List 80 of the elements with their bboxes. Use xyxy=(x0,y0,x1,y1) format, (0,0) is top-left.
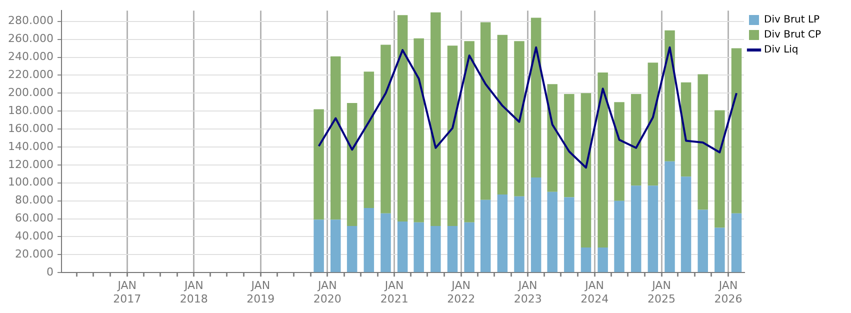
x-tick-label: JAN 2017 xyxy=(113,279,142,306)
legend-label: Div Brut LP xyxy=(764,14,820,26)
y-tick-label: 280.000 xyxy=(8,14,54,28)
bar xyxy=(598,72,608,248)
bar xyxy=(564,197,574,272)
bar xyxy=(547,84,558,192)
y-tick-label: 20.000 xyxy=(14,248,54,261)
bar xyxy=(380,44,391,214)
bar xyxy=(698,210,708,272)
bar xyxy=(664,30,675,162)
bar xyxy=(314,220,324,272)
y-tick-label: 240.000 xyxy=(8,50,54,64)
bar xyxy=(330,220,341,272)
bar xyxy=(447,46,458,226)
bar xyxy=(480,22,491,200)
x-tick-label: JAN 2019 xyxy=(246,279,275,306)
bar xyxy=(364,72,374,208)
bar xyxy=(330,56,341,220)
bar xyxy=(430,12,441,226)
x-tick-label: JAN 2026 xyxy=(714,279,742,306)
bar xyxy=(397,15,408,222)
bar xyxy=(648,186,658,272)
bar xyxy=(547,192,558,272)
bar xyxy=(580,93,592,248)
bar xyxy=(698,74,708,210)
bar xyxy=(630,186,642,272)
x-tick-label: JAN 2022 xyxy=(447,279,476,306)
x-tick-label: JAN 2023 xyxy=(514,279,542,306)
bar xyxy=(731,213,742,272)
bar xyxy=(630,94,642,186)
x-tick-label: JAN 2024 xyxy=(580,279,609,306)
bar xyxy=(564,94,574,198)
bar xyxy=(364,208,374,272)
x-tick-label: JAN 2020 xyxy=(313,279,342,306)
x-tick-label: JAN 2025 xyxy=(648,279,676,306)
bar xyxy=(464,222,474,272)
bar xyxy=(714,110,725,228)
bar xyxy=(447,226,458,272)
y-tick-label: 80.000 xyxy=(14,194,54,207)
y-tick-label: 0 xyxy=(46,265,54,278)
y-tick-label: 60.000 xyxy=(14,212,54,225)
bar xyxy=(430,226,441,272)
y-tick-label: 120.000 xyxy=(8,158,54,171)
bar xyxy=(731,48,742,214)
bar xyxy=(414,38,424,222)
bar xyxy=(497,194,508,272)
bar xyxy=(614,200,624,272)
bar xyxy=(314,109,324,220)
legend-label: Div Brut CP xyxy=(764,30,822,41)
bar xyxy=(680,82,692,177)
y-tick-label: 220.000 xyxy=(8,68,54,82)
bar xyxy=(497,34,508,195)
bar xyxy=(580,247,592,272)
bar xyxy=(414,222,424,272)
y-tick-label: 200.000 xyxy=(8,86,54,100)
y-tick-label: 40.000 xyxy=(14,230,54,243)
x-tick-label: JAN 2018 xyxy=(180,279,208,306)
legend-label: Div Liq xyxy=(764,44,798,56)
bar xyxy=(530,177,542,272)
y-tick-label: 260.000 xyxy=(8,32,54,46)
bar xyxy=(648,62,658,186)
bar xyxy=(514,196,524,272)
y-tick-label: 100.000 xyxy=(8,176,54,189)
bar xyxy=(397,221,408,272)
y-tick-label: 140.000 xyxy=(8,140,54,153)
bar xyxy=(530,18,542,178)
bar xyxy=(346,226,358,272)
bar xyxy=(380,213,391,272)
y-tick-label: 160.000 xyxy=(8,122,54,135)
bar xyxy=(664,161,675,272)
bar xyxy=(514,41,524,196)
bar xyxy=(714,228,725,272)
bar xyxy=(464,41,474,222)
bar xyxy=(614,102,624,201)
y-tick-label: 180.000 xyxy=(8,104,54,117)
bar xyxy=(346,103,358,226)
x-tick-label: JAN 2021 xyxy=(380,279,408,306)
bar xyxy=(680,176,692,272)
bar xyxy=(480,200,491,272)
bar xyxy=(598,247,608,272)
